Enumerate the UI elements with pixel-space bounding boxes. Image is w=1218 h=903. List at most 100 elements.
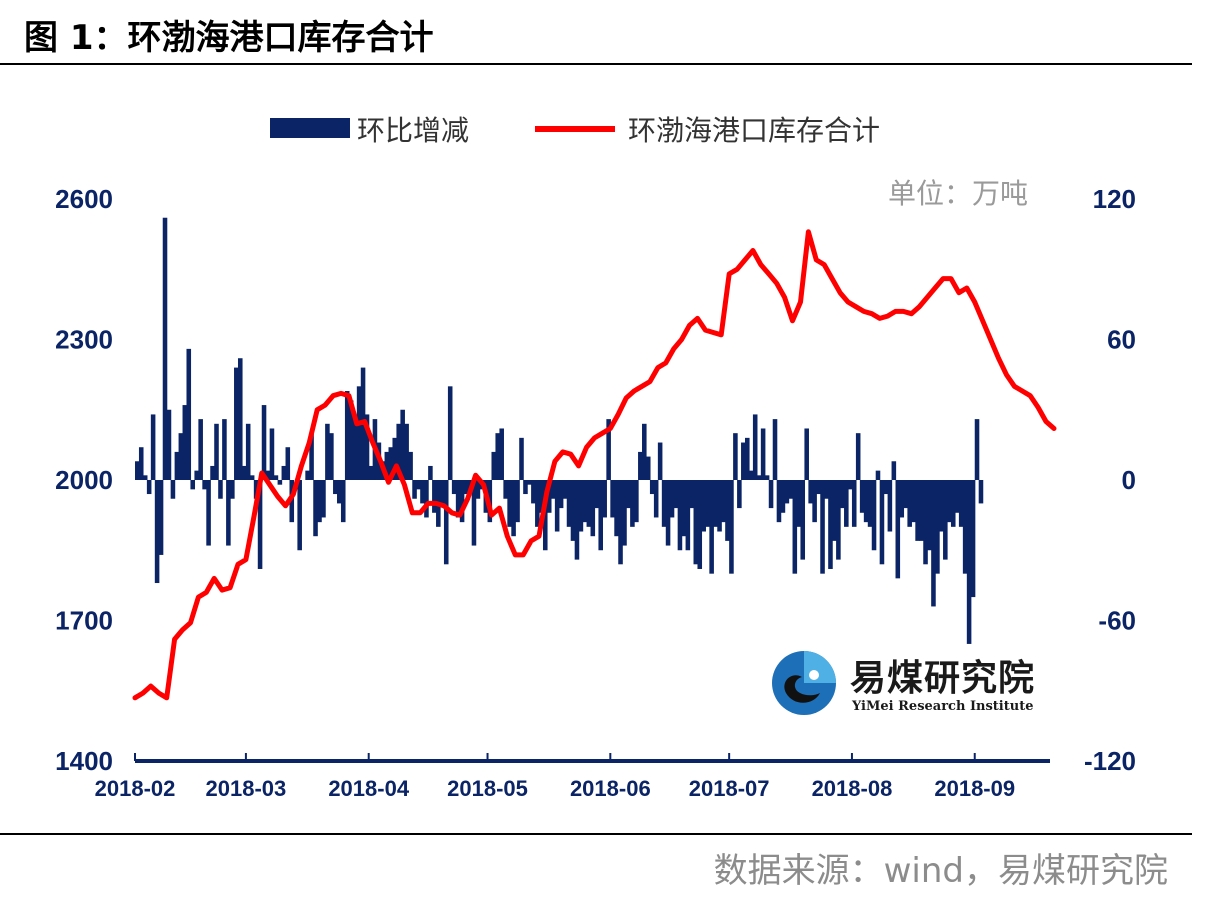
bar: [340, 480, 346, 523]
bar: [741, 442, 746, 480]
bar: [840, 480, 845, 509]
bar: [875, 470, 881, 480]
y-right-tick-label: 0: [1122, 465, 1136, 495]
bar: [162, 217, 168, 481]
bar: [630, 480, 635, 527]
bar: [966, 480, 972, 644]
bar: [772, 419, 778, 480]
bar: [234, 367, 239, 480]
bar: [626, 480, 631, 509]
bar: [756, 475, 762, 480]
bar: [816, 480, 821, 495]
bar: [356, 386, 362, 480]
x-tick-label: 2018-02: [95, 776, 176, 801]
bar: [337, 480, 342, 504]
bar: [202, 480, 207, 490]
bar: [170, 480, 176, 499]
bar: [784, 480, 790, 504]
bar: [828, 480, 833, 569]
bar: [499, 428, 504, 480]
bar: [697, 480, 703, 569]
bar: [867, 480, 873, 527]
bar: [226, 480, 231, 546]
y-left-tick-label: 2000: [55, 465, 113, 495]
bar: [954, 480, 960, 513]
bar: [408, 451, 413, 480]
logo-name-en: YiMei Research Institute: [852, 699, 1034, 714]
bar: [297, 480, 302, 551]
bar: [788, 480, 794, 499]
bar: [174, 451, 180, 480]
bar: [471, 480, 477, 546]
bar: [392, 437, 398, 480]
y-right-tick-label: -60: [1098, 606, 1136, 636]
y-right-tick-label: -120: [1084, 746, 1136, 776]
bar: [606, 419, 611, 480]
bar: [321, 480, 326, 518]
bar: [657, 442, 663, 480]
bar: [745, 437, 750, 480]
bar: [432, 480, 437, 513]
bar: [614, 480, 619, 537]
bar: [748, 470, 754, 480]
bar: [760, 428, 766, 480]
x-tick-label: 2018-07: [689, 776, 770, 801]
bar: [182, 405, 188, 480]
bar: [915, 480, 920, 541]
bar: [503, 480, 508, 499]
bar: [523, 480, 528, 495]
bar: [285, 447, 291, 480]
bar: [451, 480, 457, 495]
bar: [135, 461, 140, 480]
bar: [907, 480, 912, 527]
bar: [443, 480, 449, 565]
bar: [348, 400, 354, 480]
bar: [792, 480, 798, 574]
bar: [281, 465, 287, 480]
bottom-rule: [0, 833, 1192, 835]
figure-title: 图 1：环渤海港口库存合计: [24, 18, 434, 58]
bar: [519, 437, 524, 480]
bar: [455, 480, 461, 518]
top-rule: [0, 63, 1192, 65]
bar: [800, 480, 806, 560]
bar: [313, 480, 318, 537]
bar: [475, 480, 481, 499]
bar: [859, 480, 865, 513]
bar: [261, 405, 267, 480]
bar: [693, 480, 699, 565]
bar: [142, 475, 148, 480]
x-tick-label: 2018-09: [934, 776, 1015, 801]
bar: [420, 480, 425, 504]
bar: [752, 414, 758, 480]
bar: [491, 451, 497, 480]
bar: [911, 480, 916, 523]
y-right-tick-label: 120: [1093, 184, 1136, 214]
bar: [958, 480, 964, 527]
bar: [463, 480, 469, 495]
bar: [364, 414, 370, 480]
bar: [344, 391, 350, 480]
x-tick-label: 2018-03: [206, 776, 287, 801]
bar: [812, 480, 817, 523]
bar: [895, 480, 901, 579]
bar: [495, 433, 501, 480]
bar: [562, 480, 568, 499]
bar: [138, 447, 144, 480]
bar: [404, 423, 409, 480]
bar: [804, 428, 809, 480]
bar: [863, 480, 869, 523]
bar: [832, 480, 837, 541]
bar: [396, 423, 401, 480]
bar: [871, 480, 877, 551]
bar: [923, 480, 928, 565]
bar: [634, 480, 639, 523]
bar: [713, 480, 718, 527]
bar: [919, 480, 924, 541]
bar: [206, 480, 211, 546]
x-tick-label: 2018-04: [328, 776, 410, 801]
bar: [768, 480, 774, 509]
bar: [836, 480, 841, 560]
bar: [186, 348, 192, 480]
